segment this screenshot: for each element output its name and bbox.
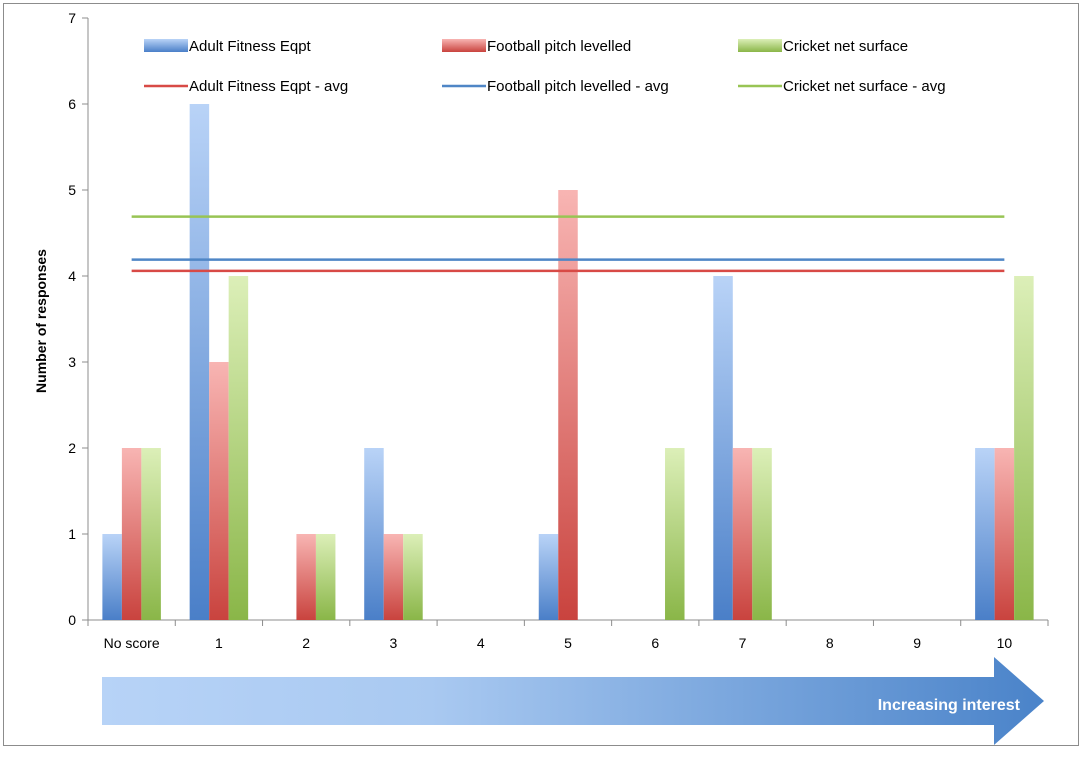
- bar: [228, 276, 249, 620]
- arrow-label: Increasing interest: [878, 697, 1021, 714]
- legend-label: Cricket net surface: [783, 38, 908, 55]
- legend: Adult Fitness Eqpt Football pitch levelle…: [144, 38, 946, 95]
- bar: [732, 448, 753, 620]
- y-tick-label: 4: [68, 268, 76, 284]
- bar: [209, 362, 229, 620]
- y-tick-label: 5: [68, 182, 76, 198]
- increasing-interest-arrow: Increasing interest: [102, 657, 1044, 745]
- y-tick-label: 6: [68, 96, 76, 112]
- x-tick-label: 6: [651, 635, 659, 651]
- bar: [538, 534, 559, 620]
- x-tick-label: No score: [104, 635, 160, 651]
- x-tick-label: 8: [826, 635, 834, 651]
- y-tick-label: 7: [68, 10, 76, 26]
- y-axis-ticks: 0 1 2 3 4 5 6 7: [68, 10, 88, 628]
- legend-label: Adult Fitness Eqpt: [189, 38, 312, 55]
- bar: [315, 534, 336, 620]
- bar: [121, 448, 142, 620]
- legend-label: Football pitch levelled - avg: [487, 78, 669, 95]
- y-axis-label: Number of responses: [33, 249, 49, 393]
- bar: [383, 534, 404, 620]
- bar: [665, 448, 685, 620]
- x-tick-label: 9: [913, 635, 921, 651]
- legend-swatch: [738, 39, 782, 52]
- x-tick-label: 5: [564, 635, 572, 651]
- bar: [975, 448, 995, 620]
- x-axis-ticks: No score 1 2 3 4 5 6 7 8 9 10: [87, 620, 1049, 651]
- bar: [752, 448, 772, 620]
- x-tick-label: 7: [739, 635, 747, 651]
- x-tick-label: 10: [997, 635, 1013, 651]
- legend-label: Football pitch levelled: [487, 38, 631, 55]
- bar: [713, 276, 733, 620]
- bar: [558, 190, 578, 620]
- bar: [102, 534, 122, 620]
- legend-label: Cricket net surface - avg: [783, 78, 946, 95]
- bar: [141, 448, 161, 620]
- legend-label: Adult Fitness Eqpt - avg: [189, 78, 348, 95]
- bar: [994, 448, 1015, 620]
- legend-swatch: [144, 39, 188, 52]
- y-tick-label: 2: [68, 440, 76, 456]
- bar: [189, 104, 210, 620]
- bar-chart: 0 1 2 3 4 5 6 7 No score 1 2 3 4 5 6 7 8 9 10 Adult Fitne…: [33, 10, 1049, 745]
- average-lines: [131, 215, 1005, 273]
- x-tick-label: 3: [390, 635, 398, 651]
- x-tick-label: 2: [302, 635, 310, 651]
- y-tick-label: 0: [68, 612, 76, 628]
- x-tick-label: 4: [477, 635, 485, 651]
- bars: [102, 104, 1034, 620]
- y-tick-label: 3: [68, 354, 76, 370]
- legend-swatch: [442, 39, 486, 52]
- arrow-shape: [102, 657, 1044, 745]
- x-tick-label: 1: [215, 635, 223, 651]
- bar: [296, 534, 316, 620]
- bar: [364, 448, 384, 620]
- bar: [403, 534, 423, 620]
- y-tick-label: 1: [68, 526, 76, 542]
- bar: [1014, 276, 1034, 620]
- chart-frame: 0 1 2 3 4 5 6 7 No score 1 2 3 4 5 6 7 8 9 10 Adult Fitne…: [3, 3, 1079, 746]
